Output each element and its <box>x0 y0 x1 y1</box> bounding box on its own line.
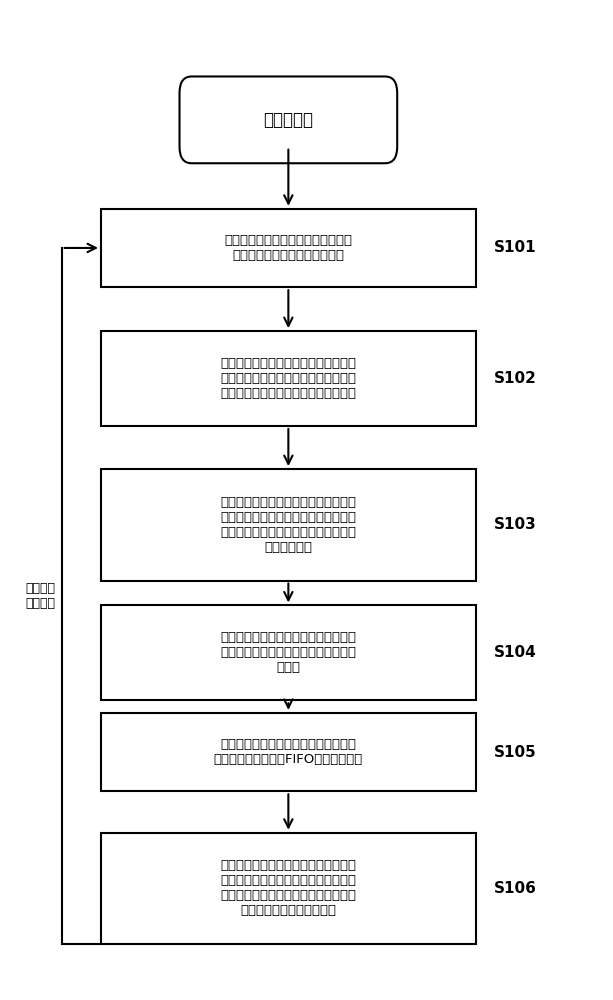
Text: S104: S104 <box>494 645 537 660</box>
Text: 在帧周期结束时，如果非周期性实时任
务或非实时任务还未执行结束，则会被
下一帧周期的周期性实时任务抢占，确
保周期性实时任务的实时性: 在帧周期结束时，如果非周期性实时任 务或非实时任务还未执行结束，则会被 下一帧周… <box>220 859 356 917</box>
Text: 帧周期开始时，调度算法进行准备工
作，包括任务切换，资源检查等: 帧周期开始时，调度算法进行准备工 作，包括任务切换，资源检查等 <box>224 234 352 262</box>
Text: S106: S106 <box>494 881 537 896</box>
Text: 后处理进行时间片的回收以及调度结果
和反馈数据的采集工作，并判断剩余执
行时间: 后处理进行时间片的回收以及调度结果 和反馈数据的采集工作，并判断剩余执 行时间 <box>220 631 356 674</box>
Text: S102: S102 <box>494 371 537 386</box>
FancyBboxPatch shape <box>101 469 476 581</box>
Text: 如果周期时间未用完，则执行非实时任
务，其调度顺序按照FIFO规则进行调度: 如果周期时间未用完，则执行非实时任 务，其调度顺序按照FIFO规则进行调度 <box>214 738 363 766</box>
Text: S101: S101 <box>494 240 536 255</box>
Text: 针对非周期性实时任务，应用一种基于
启发式搜索策略和模糊控制的思想，对
非周期性实时任务进行排列，并按照该
序列调度任务: 针对非周期性实时任务，应用一种基于 启发式搜索策略和模糊控制的思想，对 非周期性… <box>220 496 356 554</box>
FancyBboxPatch shape <box>101 209 476 287</box>
Text: 帧周期开始: 帧周期开始 <box>264 111 313 129</box>
FancyBboxPatch shape <box>180 76 397 163</box>
Text: S105: S105 <box>494 745 537 760</box>
FancyBboxPatch shape <box>101 713 476 791</box>
Text: 进入下一
个帧周期: 进入下一 个帧周期 <box>26 582 56 610</box>
FancyBboxPatch shape <box>101 331 476 426</box>
Text: S103: S103 <box>494 517 537 532</box>
FancyBboxPatch shape <box>101 605 476 700</box>
Text: 针对周期性实时任务，应用一种基于表
驱动的二级优先级规则进行调度序列排
序，并按照该序列调度周期性实时任务: 针对周期性实时任务，应用一种基于表 驱动的二级优先级规则进行调度序列排 序，并按… <box>220 357 356 400</box>
FancyBboxPatch shape <box>101 833 476 944</box>
